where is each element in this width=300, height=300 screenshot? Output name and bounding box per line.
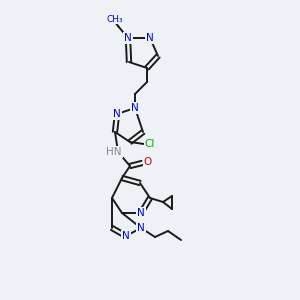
Text: N: N [113, 109, 121, 119]
Text: HN: HN [106, 147, 122, 157]
Text: N: N [137, 208, 145, 218]
Text: O: O [144, 157, 152, 167]
Text: N: N [146, 33, 154, 43]
Text: CH₃: CH₃ [107, 14, 123, 23]
Text: N: N [122, 231, 130, 241]
Text: Cl: Cl [145, 139, 155, 149]
Text: N: N [124, 33, 132, 43]
Text: N: N [137, 223, 145, 233]
Text: N: N [131, 103, 139, 113]
